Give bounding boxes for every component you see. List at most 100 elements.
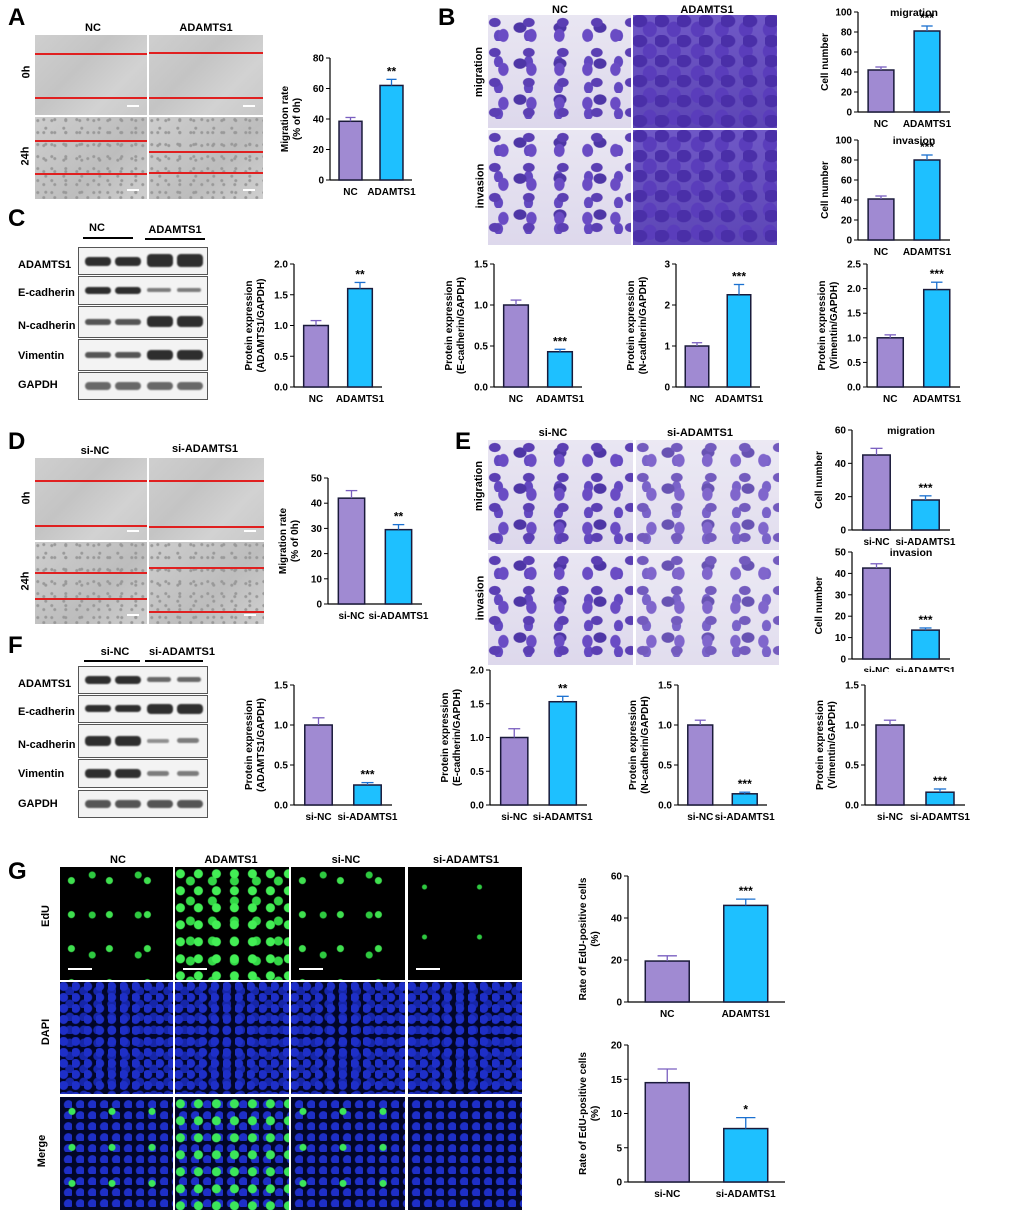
bar-si-nc [862, 454, 891, 531]
bar-nc [644, 960, 690, 1003]
y-axis-label: (%) [590, 1106, 601, 1122]
bar-adamts1 [726, 294, 752, 388]
bar-si-adamts1 [731, 793, 758, 806]
y-axis-label: Cell number [814, 451, 825, 509]
y-tick-label: 5 [616, 1143, 622, 1154]
significance-marker: *** [918, 613, 932, 627]
y-tick-label: 50 [311, 474, 323, 485]
y-axis-label: (%) [590, 931, 601, 947]
y-tick-label: 1.0 [274, 721, 288, 732]
panel-letter-e: E [455, 428, 472, 455]
panel-e-image-si-nc-migration [488, 440, 633, 550]
bar-nc [302, 324, 330, 388]
panel-c-col-adamts1: ADAMTS1 [148, 224, 202, 236]
panel-b-col-adamts1: ADAMTS1 [680, 4, 734, 16]
bar-si-nc [499, 736, 529, 806]
significance-marker: *** [732, 270, 746, 284]
panel-g-image-si-nc-merge [291, 1097, 405, 1210]
y-tick-label: 1.5 [274, 290, 288, 301]
chart-title: invasion [893, 135, 936, 147]
y-axis-label: Protein expression [628, 700, 639, 790]
chart-f-e-cadherin: 0.0 0.5 1.0 1.5 2.0 Protein expression (E-cadh… [440, 666, 593, 824]
y-tick-label: 1.0 [847, 333, 861, 344]
panel-b-image-nc-invasion [488, 130, 631, 245]
significance-marker: *** [553, 334, 567, 348]
bar-adamts1 [346, 287, 374, 388]
chart-e-migration: 0 20 40 60 Cell number migration si-NC si-ADAMT… [814, 425, 956, 548]
panel-e-col-si-nc: si-NC [538, 427, 568, 439]
y-tick-label: 60 [841, 176, 853, 187]
y-tick-label: 0 [316, 600, 322, 611]
bar-nc [502, 304, 530, 388]
blot-f-gapdh [78, 790, 208, 818]
y-tick-label: 3 [664, 260, 670, 271]
significance-marker: ** [355, 267, 365, 281]
x-tick-label: si-NC [877, 812, 903, 823]
panel-d-row-24h: 24h [19, 571, 32, 591]
y-tick-label: 60 [611, 872, 623, 883]
panel-b-image-adamts1-migration [633, 15, 777, 128]
y-tick-label: 60 [835, 426, 847, 437]
y-tick-label: 0.5 [474, 342, 488, 353]
bar-nc [867, 198, 895, 241]
y-axis-label: Migration rate [280, 86, 291, 153]
significance-marker: *** [930, 267, 944, 281]
panel-g-image-adamts1-merge [175, 1097, 289, 1210]
x-tick-label: si-ADAMTS1 [368, 611, 428, 622]
y-tick-label: 0.5 [274, 761, 288, 772]
x-tick-label: si-NC [863, 666, 889, 672]
y-tick-label: 100 [835, 8, 852, 19]
bar-si-nc [862, 567, 891, 660]
y-tick-label: 0 [318, 176, 324, 187]
x-tick-label: ADAMTS1 [367, 187, 416, 198]
y-tick-label: 40 [311, 499, 323, 510]
panel-d-image-si-adamts1-24h [149, 542, 264, 624]
chart-c-vimentin: 0.0 0.5 1.0 1.5 2.0 2.5 Protein expression (Vim… [817, 260, 961, 406]
chart-c-e-cadherin: 0.0 0.5 1.0 1.5 Protein expression (E-cadheri… [444, 260, 585, 406]
y-tick-label: 40 [841, 68, 853, 79]
x-tick-label: NC [883, 394, 897, 405]
y-tick-label: 2.0 [470, 666, 484, 677]
panel-f-row-gapdh: GAPDH [18, 798, 58, 810]
y-tick-label: 40 [611, 914, 623, 925]
x-tick-label: NC [343, 187, 357, 198]
chart-f-vimentin: 0.0 0.5 1.0 1.5 Protein expression (Vimentin/… [815, 681, 970, 824]
y-tick-label: 30 [311, 524, 323, 535]
panel-a-row-0h: 0h [20, 65, 33, 79]
y-axis-label: Cell number [820, 33, 831, 91]
x-tick-label: si-ADAMTS1 [895, 666, 955, 672]
y-axis-label: Rate of EdU-positive cells [578, 877, 589, 1000]
bar-si-adamts1 [384, 528, 413, 605]
bar-si-adamts1 [911, 629, 940, 660]
panel-letter-d: D [8, 428, 26, 455]
y-tick-label: 10 [835, 633, 847, 644]
x-tick-label: si-ADAMTS1 [337, 812, 397, 823]
y-axis-label: Rate of EdU-positive cells [578, 1052, 589, 1175]
x-tick-label: NC [874, 119, 888, 130]
y-tick-label: 20 [611, 1041, 623, 1052]
y-axis-label: Protein expression [244, 280, 255, 370]
x-tick-label: si-NC [338, 611, 364, 622]
chart-e-invasion: 0 10 20 30 40 50 Cell number invasion si-NC si-AD… [814, 547, 956, 672]
panel-g-col-si-nc: si-NC [331, 854, 361, 866]
panel-c-row-n-cadherin: N-cadherin [18, 320, 76, 332]
chart-f-adamts1: 0.0 0.5 1.0 1.5 Protein expression (ADAMTS1/G… [244, 681, 398, 824]
bar-si-adamts1 [353, 784, 382, 806]
blot-f-vimentin [78, 759, 208, 788]
significance-marker: *** [920, 140, 934, 154]
bar-nc [876, 337, 905, 388]
y-tick-label: 0 [664, 383, 670, 394]
panel-g-image-si-nc-edu [291, 867, 405, 980]
y-tick-label: 40 [841, 196, 853, 207]
y-tick-label: 15 [611, 1075, 623, 1086]
bar-si-nc [644, 1081, 690, 1183]
x-tick-label: si-ADAMTS1 [715, 812, 775, 823]
y-tick-label: 30 [835, 590, 847, 601]
panel-a-image-nc-0h [35, 35, 147, 115]
panel-f-row-vimentin: Vimentin [18, 768, 65, 780]
y-tick-label: 0.0 [274, 383, 288, 394]
chart-title: migration [887, 425, 935, 437]
x-tick-label: NC [690, 394, 704, 405]
panel-d-col-si-adamts1: si-ADAMTS1 [171, 443, 239, 455]
panel-g-image-si-nc-dapi [291, 982, 405, 1094]
